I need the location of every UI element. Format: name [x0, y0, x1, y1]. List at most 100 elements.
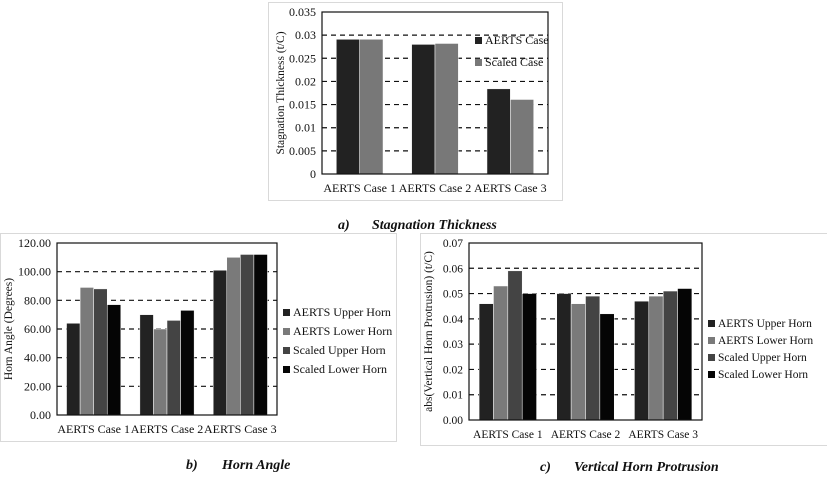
- y-tick-label: 0.02: [443, 364, 463, 376]
- bar-aerts-lower-horn: [153, 328, 168, 416]
- y-tick-label: 80.00: [24, 293, 51, 307]
- legend-swatch: [708, 371, 715, 378]
- bar-aerts-lower-horn: [79, 287, 94, 416]
- x-tick-label: AERTS Case 2: [131, 422, 204, 436]
- y-tick-label: 0.07: [443, 238, 463, 250]
- chart-a: 0 0.005 0.01 0.015 0.02 0.025 0.03 0.035 AERTS C…: [268, 2, 563, 233]
- bar-aerts-lower-horn: [226, 257, 241, 416]
- y-axis-label: abs(Vertical Horn Protrusion) (t/C): [423, 251, 435, 412]
- y-tick-label: 0.06: [443, 263, 463, 275]
- chart-border: [268, 2, 563, 201]
- y-tick-label: 20.00: [24, 379, 51, 393]
- chart-border: [0, 233, 397, 442]
- bar-aerts-upper-horn: [478, 303, 494, 421]
- caption: Vertical Horn Protrusion: [574, 460, 719, 475]
- x-tick-label: AERTS Case 2: [551, 429, 621, 441]
- bar-scaled-case: [359, 39, 384, 175]
- bar-aerts-lower-horn: [648, 295, 664, 421]
- bar-scaled-upper-horn: [507, 270, 523, 421]
- bar-scaled-upper-horn: [93, 288, 108, 416]
- bar-scaled-lower-horn: [677, 288, 693, 421]
- legend-label: Scaled Case: [485, 55, 543, 69]
- x-tick-label: AERTS Case 1: [473, 429, 543, 441]
- bar-aerts-case: [336, 39, 360, 175]
- bar-scaled-upper-horn: [240, 254, 255, 416]
- bar-aerts-lower-horn: [493, 285, 509, 421]
- y-tick-label: 0: [310, 167, 316, 181]
- legend-swatch: [708, 320, 715, 327]
- plot-area: [56, 242, 278, 416]
- caption-letter: b): [186, 458, 198, 473]
- y-tick-label: 0.01: [295, 121, 316, 135]
- y-axis-label: Stagnation Thickness (t/C): [275, 31, 287, 154]
- bar-aerts-lower-horn: [570, 303, 586, 421]
- legend-label: Scaled Lower Horn: [718, 369, 808, 381]
- x-tick-label: AERTS Case 1: [323, 181, 396, 195]
- plot-area: [321, 11, 549, 175]
- caption: Stagnation Thickness: [372, 218, 497, 233]
- y-tick-label: 0.00: [443, 415, 463, 427]
- legend-label: Scaled Lower Horn: [293, 362, 387, 376]
- bar-scaled-lower-horn: [521, 293, 537, 421]
- bar-scaled-case: [510, 99, 534, 175]
- bar-aerts-upper-horn: [634, 300, 650, 421]
- legend-label: AERTS Lower Horn: [293, 324, 392, 338]
- y-tick-label: 0.05: [443, 289, 463, 301]
- caption-letter: a): [338, 218, 350, 233]
- legend-swatch: [475, 37, 482, 44]
- bar-aerts-case: [486, 88, 511, 175]
- legend-label: Scaled Upper Horn: [293, 343, 386, 357]
- chart-b: 0.00 20.00 40.00 60.00 80.00 100.00 120.00 AERT…: [0, 233, 397, 473]
- bar-aerts-upper-horn: [139, 314, 154, 416]
- chart-c: 0.00 0.01 0.02 0.03 0.04 0.05 0.06 0.07 AERTS Ca…: [420, 233, 827, 475]
- x-tick-label: AERTS Case 3: [474, 181, 547, 195]
- legend-label: Scaled Upper Horn: [718, 352, 807, 364]
- bar-aerts-upper-horn: [212, 269, 228, 416]
- y-tick-label: 60.00: [24, 322, 51, 336]
- legend-swatch: [708, 337, 715, 344]
- bar-scaled-lower-horn: [180, 310, 195, 416]
- y-tick-label: 0.04: [443, 314, 463, 326]
- bar-scaled-lower-horn: [106, 304, 122, 416]
- y-tick-label: 40.00: [24, 351, 51, 365]
- bar-scaled-upper-horn: [662, 290, 678, 421]
- bar-scaled-case: [434, 43, 459, 175]
- y-tick-label: 0.015: [289, 98, 316, 112]
- y-tick-label: 0.005: [289, 144, 316, 158]
- legend-swatch: [283, 366, 290, 373]
- bar-aerts-upper-horn: [66, 323, 81, 416]
- y-tick-label: 0.02: [295, 74, 316, 88]
- legend-swatch: [283, 347, 290, 354]
- x-tick-label: AERTS Case 3: [628, 429, 698, 441]
- bar-scaled-upper-horn: [585, 295, 601, 421]
- legend-swatch: [475, 59, 482, 66]
- y-tick-label: 0.01: [443, 390, 463, 402]
- x-tick-label: AERTS Case 1: [57, 422, 130, 436]
- chart-border: [420, 233, 827, 446]
- legend-swatch: [283, 328, 290, 335]
- legend-swatch: [283, 309, 290, 316]
- y-tick-label: 0.035: [289, 5, 316, 19]
- bar-scaled-upper-horn: [166, 320, 181, 416]
- y-tick-label: 120.00: [18, 236, 51, 250]
- caption: Horn Angle: [221, 458, 290, 473]
- bar-scaled-lower-horn: [599, 313, 615, 421]
- plot-area: [468, 242, 703, 421]
- caption-letter: c): [540, 460, 551, 475]
- bar-aerts-case: [411, 44, 436, 175]
- x-tick-label: AERTS Case 2: [399, 181, 472, 195]
- bar-scaled-lower-horn: [253, 254, 268, 416]
- y-tick-label: 0.00: [30, 408, 51, 422]
- y-tick-label: 0.03: [295, 28, 316, 42]
- legend-swatch: [708, 354, 715, 361]
- y-tick-label: 0.03: [443, 339, 463, 351]
- x-tick-label: AERTS Case 3: [204, 422, 277, 436]
- y-tick-label: 100.00: [18, 265, 51, 279]
- y-tick-label: 0.025: [289, 51, 316, 65]
- y-axis-label: Horn Angle (Degrees): [3, 278, 15, 380]
- legend-label: AERTS Lower Horn: [718, 335, 813, 347]
- legend-label: AERTS Upper Horn: [293, 305, 391, 319]
- legend-label: AERTS Upper Horn: [718, 318, 812, 330]
